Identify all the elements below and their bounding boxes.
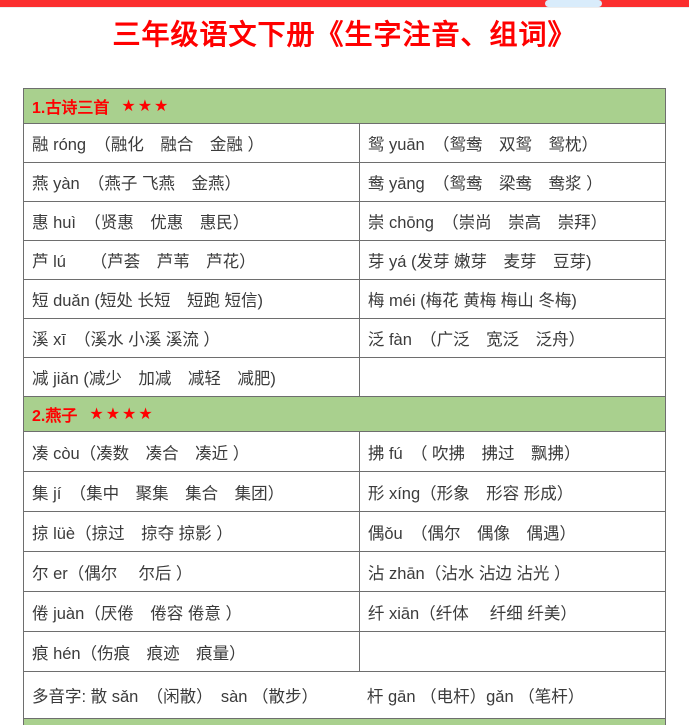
- entry-cell: 短 duǎn (短处 长短 短跑 短信): [24, 280, 360, 318]
- section-title: 1.古诗三首: [32, 100, 110, 117]
- entry-cell: 沾 zhān（沾水 沾边 沾光 ）: [367, 564, 571, 583]
- worksheet-table: 1.古诗三首 ★★★ 融 róng （融化 融合 金融 ） 鸳 yuān （鸳鸯…: [23, 88, 666, 725]
- table-row: 减 jiǎn (减少 加减 减轻 减肥): [24, 357, 665, 396]
- section-header-3: 3.荷花 ★★★★: [24, 718, 665, 725]
- section-stars: ★★★: [121, 98, 171, 115]
- table-row: 短 duǎn (短处 长短 短跑 短信) 梅 méi (梅花 黄梅 梅山 冬梅): [24, 279, 665, 318]
- entry-cell: 倦 juàn（厌倦 倦容 倦意 ）: [24, 592, 360, 631]
- entry-cell: 泛 fàn （广泛 宽泛 泛舟）: [367, 331, 586, 349]
- table-row: 集 jí （集中 聚集 集合 集团） 形 xíng（形象 形容 形成）: [24, 471, 665, 511]
- table-row: 融 róng （融化 融合 金融 ） 鸳 yuān （鸳鸯 双鸳 鸳枕）: [24, 123, 665, 162]
- entry-cell: 芽 yá (发芽 嫩芽 麦芽 豆芽): [367, 253, 592, 271]
- table-row: 燕 yàn （燕子 飞燕 金燕） 鸯 yāng （鸳鸯 梁鸯 鸯浆 ）: [24, 162, 665, 201]
- table-row: 惠 huì （贤惠 优惠 惠民） 崇 chōng （崇尚 崇高 崇拜）: [24, 201, 665, 240]
- entry-cell: 鸯 yāng （鸳鸯 梁鸯 鸯浆 ）: [367, 175, 603, 193]
- entry-cell: 梅 méi (梅花 黄梅 梅山 冬梅): [367, 292, 577, 310]
- entry-cell: 崇 chōng （崇尚 崇高 崇拜）: [367, 214, 608, 232]
- entry-cell: 掠 lüè（掠过 掠夺 掠影 ）: [24, 512, 360, 551]
- polyphone-left: 多音字: 散 sǎn （闲散） sàn （散步）: [32, 688, 319, 706]
- top-red-strip: [0, 0, 689, 7]
- entry-cell: 芦 lú （芦荟 芦苇 芦花）: [24, 241, 360, 279]
- entry-cell: 惠 huì （贤惠 优惠 惠民）: [24, 202, 360, 240]
- entry-cell: 鸳 yuān （鸳鸯 双鸳 鸳枕）: [367, 136, 598, 154]
- entry-cell: 溪 xī （溪水 小溪 溪流 ）: [24, 319, 360, 357]
- entry-cell: 拂 fú （ 吹拂 拂过 飘拂）: [367, 444, 581, 463]
- entry-cell: 尔 er（偶尔 尔后 ）: [24, 552, 360, 591]
- entry-cell: 减 jiǎn (减少 加减 减轻 减肥): [24, 358, 360, 396]
- entry-cell: 融 róng （融化 融合 金融 ）: [24, 124, 360, 162]
- table-row: 凑 còu（凑数 凑合 凑近 ） 拂 fú （ 吹拂 拂过 飘拂）: [24, 431, 665, 471]
- table-row: 芦 lú （芦荟 芦苇 芦花） 芽 yá (发芽 嫩芽 麦芽 豆芽): [24, 240, 665, 279]
- table-row: 倦 juàn（厌倦 倦容 倦意 ） 纤 xiān（纤体 纤细 纤美）: [24, 591, 665, 631]
- polyphone-right: 杆 gān （电杆）gǎn （笔杆）: [366, 688, 585, 706]
- entry-cell: 纤 xiān（纤体 纤细 纤美）: [367, 604, 577, 623]
- entry-cell: 燕 yàn （燕子 飞燕 金燕）: [24, 163, 360, 201]
- section-header-2: 2.燕子 ★★★★: [24, 396, 665, 431]
- entry-cell: 形 xíng（形象 形容 形成）: [367, 484, 574, 503]
- section-title: 2.燕子: [32, 408, 78, 425]
- entry-cell: 凑 còu（凑数 凑合 凑近 ）: [24, 432, 360, 471]
- polyphone-row: 多音字: 散 sǎn （闲散） sàn （散步） 杆 gān （电杆）gǎn （…: [24, 671, 665, 718]
- entry-cell: 偶ǒu （偶尔 偶像 偶遇）: [367, 524, 576, 543]
- table-row: 溪 xī （溪水 小溪 溪流 ） 泛 fàn （广泛 宽泛 泛舟）: [24, 318, 665, 357]
- table-row: 痕 hén（伤痕 痕迹 痕量）: [24, 631, 665, 671]
- entry-cell: [360, 632, 665, 671]
- browser-tab-notch: [545, 0, 602, 7]
- entry-cell: [360, 358, 665, 396]
- section-header-1: 1.古诗三首 ★★★: [24, 89, 665, 123]
- entry-cell: 集 jí （集中 聚集 集合 集团）: [24, 472, 360, 511]
- table-row: 尔 er（偶尔 尔后 ） 沾 zhān（沾水 沾边 沾光 ）: [24, 551, 665, 591]
- page-title: 三年级语文下册《生字注音、组词》: [112, 19, 577, 50]
- table-row: 掠 lüè（掠过 掠夺 掠影 ） 偶ǒu （偶尔 偶像 偶遇）: [24, 511, 665, 551]
- entry-cell: 痕 hén（伤痕 痕迹 痕量）: [24, 632, 360, 671]
- section-stars: ★★★★: [89, 406, 155, 423]
